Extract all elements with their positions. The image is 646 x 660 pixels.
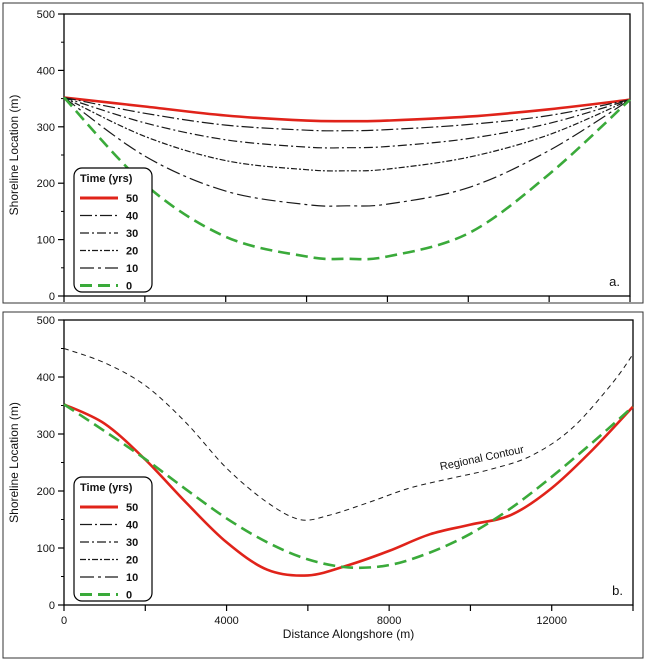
y-tick-label: 0	[49, 291, 55, 303]
x-tick-label: 12000	[536, 615, 567, 627]
y-axis-label: Shoreline Location (m)	[7, 402, 21, 523]
x-tick-label: 8000	[377, 615, 401, 627]
y-tick-label: 200	[37, 178, 55, 190]
y-tick-label: 100	[37, 235, 55, 247]
y-tick-label: 400	[37, 372, 55, 384]
y-tick-label: 500	[37, 315, 55, 327]
legend-label: 20	[126, 246, 138, 258]
y-tick-label: 100	[37, 543, 55, 555]
legend: Time (yrs) 50 40 30 20 10 0	[73, 476, 153, 602]
legend-box	[73, 476, 153, 602]
legend-title: Time (yrs)	[80, 482, 133, 494]
series-line-0	[63, 96, 631, 261]
y-tick-label: 300	[37, 122, 55, 134]
y-tick-label: 0	[49, 600, 55, 612]
y-tick-label: 500	[37, 9, 55, 21]
series-line-30	[63, 96, 631, 149]
legend-label: 10	[126, 263, 138, 275]
legend-box	[73, 167, 153, 293]
y-tick-label: 200	[37, 486, 55, 498]
y-tick-label: 400	[37, 65, 55, 77]
y-tick-label: 300	[37, 429, 55, 441]
legend: Time (yrs) 50 40 30 20 10 0	[73, 167, 153, 293]
series-line-20	[63, 96, 631, 172]
series-line-40	[63, 96, 631, 132]
series-line-regional-contour	[63, 348, 634, 521]
legend-label: 50	[126, 502, 138, 514]
x-tick-label: 0	[61, 615, 67, 627]
x-tick-label: 4000	[214, 615, 238, 627]
legend-label: 30	[126, 228, 138, 240]
series-line-50	[63, 403, 634, 577]
panel-label: a.	[609, 274, 620, 289]
legend-label: 0	[126, 281, 132, 293]
x-axis-label: Distance Alongshore (m)	[283, 627, 414, 641]
legend-title: Time (yrs)	[80, 173, 133, 185]
legend-label: 20	[126, 555, 138, 567]
legend-label: 0	[126, 590, 132, 602]
legend-label: 50	[126, 193, 138, 205]
legend-label: 40	[126, 211, 138, 223]
legend-label: 30	[126, 537, 138, 549]
panel-label: b.	[612, 583, 623, 598]
legend-label: 10	[126, 572, 138, 584]
series-line-10	[63, 97, 631, 207]
series-line-50	[63, 96, 631, 123]
legend-label: 40	[126, 520, 138, 532]
y-axis-label: Shoreline Location (m)	[7, 95, 21, 216]
series-line-0	[63, 403, 634, 570]
